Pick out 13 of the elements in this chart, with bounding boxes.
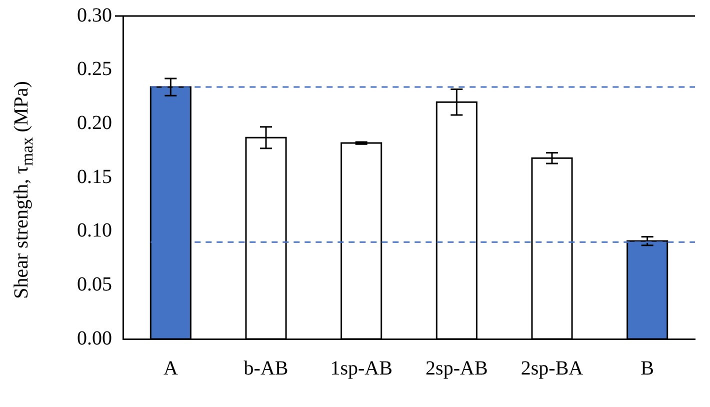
x-tick-label: 2sp-AB — [426, 357, 488, 380]
y-tick-label: 0.00 — [77, 327, 112, 350]
y-tick-label: 0.25 — [77, 58, 112, 80]
x-tick-label: B — [640, 357, 654, 380]
x-tick-label: A — [163, 357, 178, 380]
y-tick-label: 0.05 — [77, 273, 112, 296]
x-tick-label: 1sp-AB — [330, 357, 392, 380]
y-tick-label: 0.30 — [77, 4, 112, 26]
y-tick-label: 0.15 — [77, 166, 112, 188]
y-tick-label: 0.10 — [77, 220, 112, 242]
x-tick-label: 2sp-BA — [520, 357, 584, 380]
y-tick-label: 0.20 — [77, 112, 112, 134]
x-tick-label: b-AB — [244, 357, 288, 380]
